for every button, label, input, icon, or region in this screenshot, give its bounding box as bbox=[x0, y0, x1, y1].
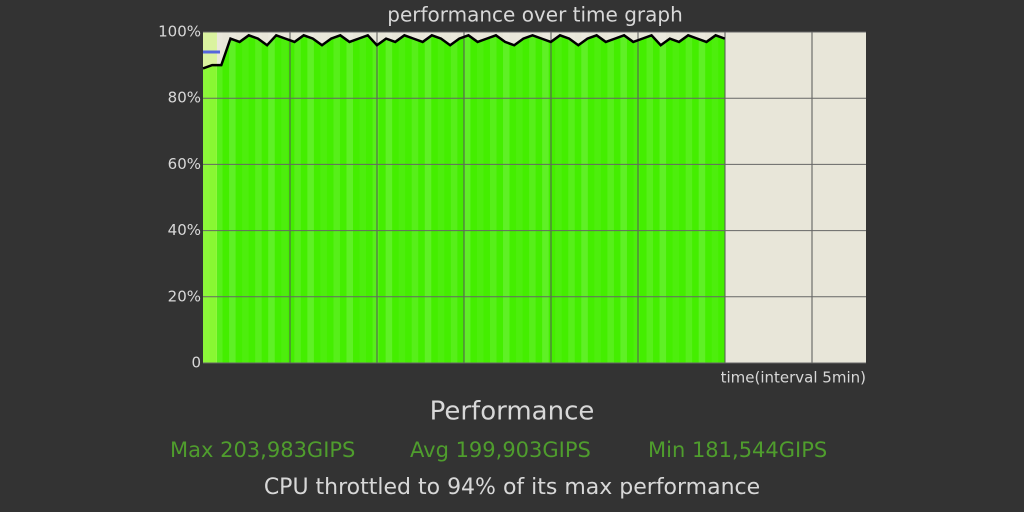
stripe bbox=[594, 32, 601, 363]
stripe bbox=[320, 32, 327, 363]
stripe bbox=[294, 32, 301, 363]
plot: 0 20% 40% 60% 80% 100% bbox=[158, 23, 866, 372]
stripe bbox=[646, 32, 654, 363]
stripe bbox=[633, 32, 640, 363]
stripe bbox=[411, 32, 419, 363]
fade bbox=[203, 32, 217, 363]
stripe bbox=[685, 32, 693, 363]
stripe bbox=[346, 32, 354, 363]
stripe bbox=[307, 32, 314, 363]
stripe bbox=[568, 32, 575, 363]
stripe bbox=[542, 32, 549, 363]
stripe bbox=[581, 32, 588, 363]
stripe bbox=[216, 32, 223, 363]
x-axis-label: time(interval 5min) bbox=[721, 369, 866, 387]
stripe bbox=[659, 32, 667, 363]
stripe bbox=[516, 32, 523, 363]
stripe bbox=[398, 32, 406, 363]
stripe bbox=[255, 32, 262, 363]
y-tick-label: 100% bbox=[158, 23, 201, 41]
stripe bbox=[555, 32, 562, 363]
stripe bbox=[620, 32, 627, 363]
stat-avg: Avg 199,903GIPS bbox=[410, 438, 591, 462]
y-tick-label: 40% bbox=[168, 221, 201, 239]
stripe bbox=[437, 32, 445, 363]
stat-min: Min 181,544GIPS bbox=[648, 438, 827, 462]
stripe bbox=[333, 32, 340, 363]
stripe bbox=[268, 32, 275, 363]
stripe bbox=[476, 32, 484, 363]
stripe bbox=[359, 32, 367, 363]
stripe bbox=[672, 32, 680, 363]
stripe bbox=[489, 32, 497, 363]
stats-heading: Performance bbox=[430, 397, 595, 427]
stripe bbox=[372, 32, 380, 363]
stripe bbox=[229, 32, 236, 363]
y-tick-label: 80% bbox=[168, 89, 201, 107]
y-tick-label: 20% bbox=[168, 287, 201, 305]
summary: CPU throttled to 94% of its max performa… bbox=[264, 475, 760, 500]
stripe bbox=[698, 32, 706, 363]
stripe bbox=[607, 32, 614, 363]
y-tick-label: 0 bbox=[191, 354, 201, 372]
stripe bbox=[242, 32, 249, 363]
stripe bbox=[711, 32, 719, 363]
stripe bbox=[503, 32, 510, 363]
y-tick-label: 60% bbox=[168, 155, 201, 173]
chart-title: performance over time graph bbox=[387, 3, 683, 27]
stripe bbox=[424, 32, 432, 363]
stat-max: Max 203,983GIPS bbox=[170, 438, 355, 462]
stripe bbox=[281, 32, 288, 363]
line bbox=[202, 33, 726, 70]
stripe bbox=[450, 32, 458, 363]
stripe bbox=[385, 32, 393, 363]
stripe bbox=[463, 32, 471, 363]
stripe bbox=[529, 32, 536, 363]
